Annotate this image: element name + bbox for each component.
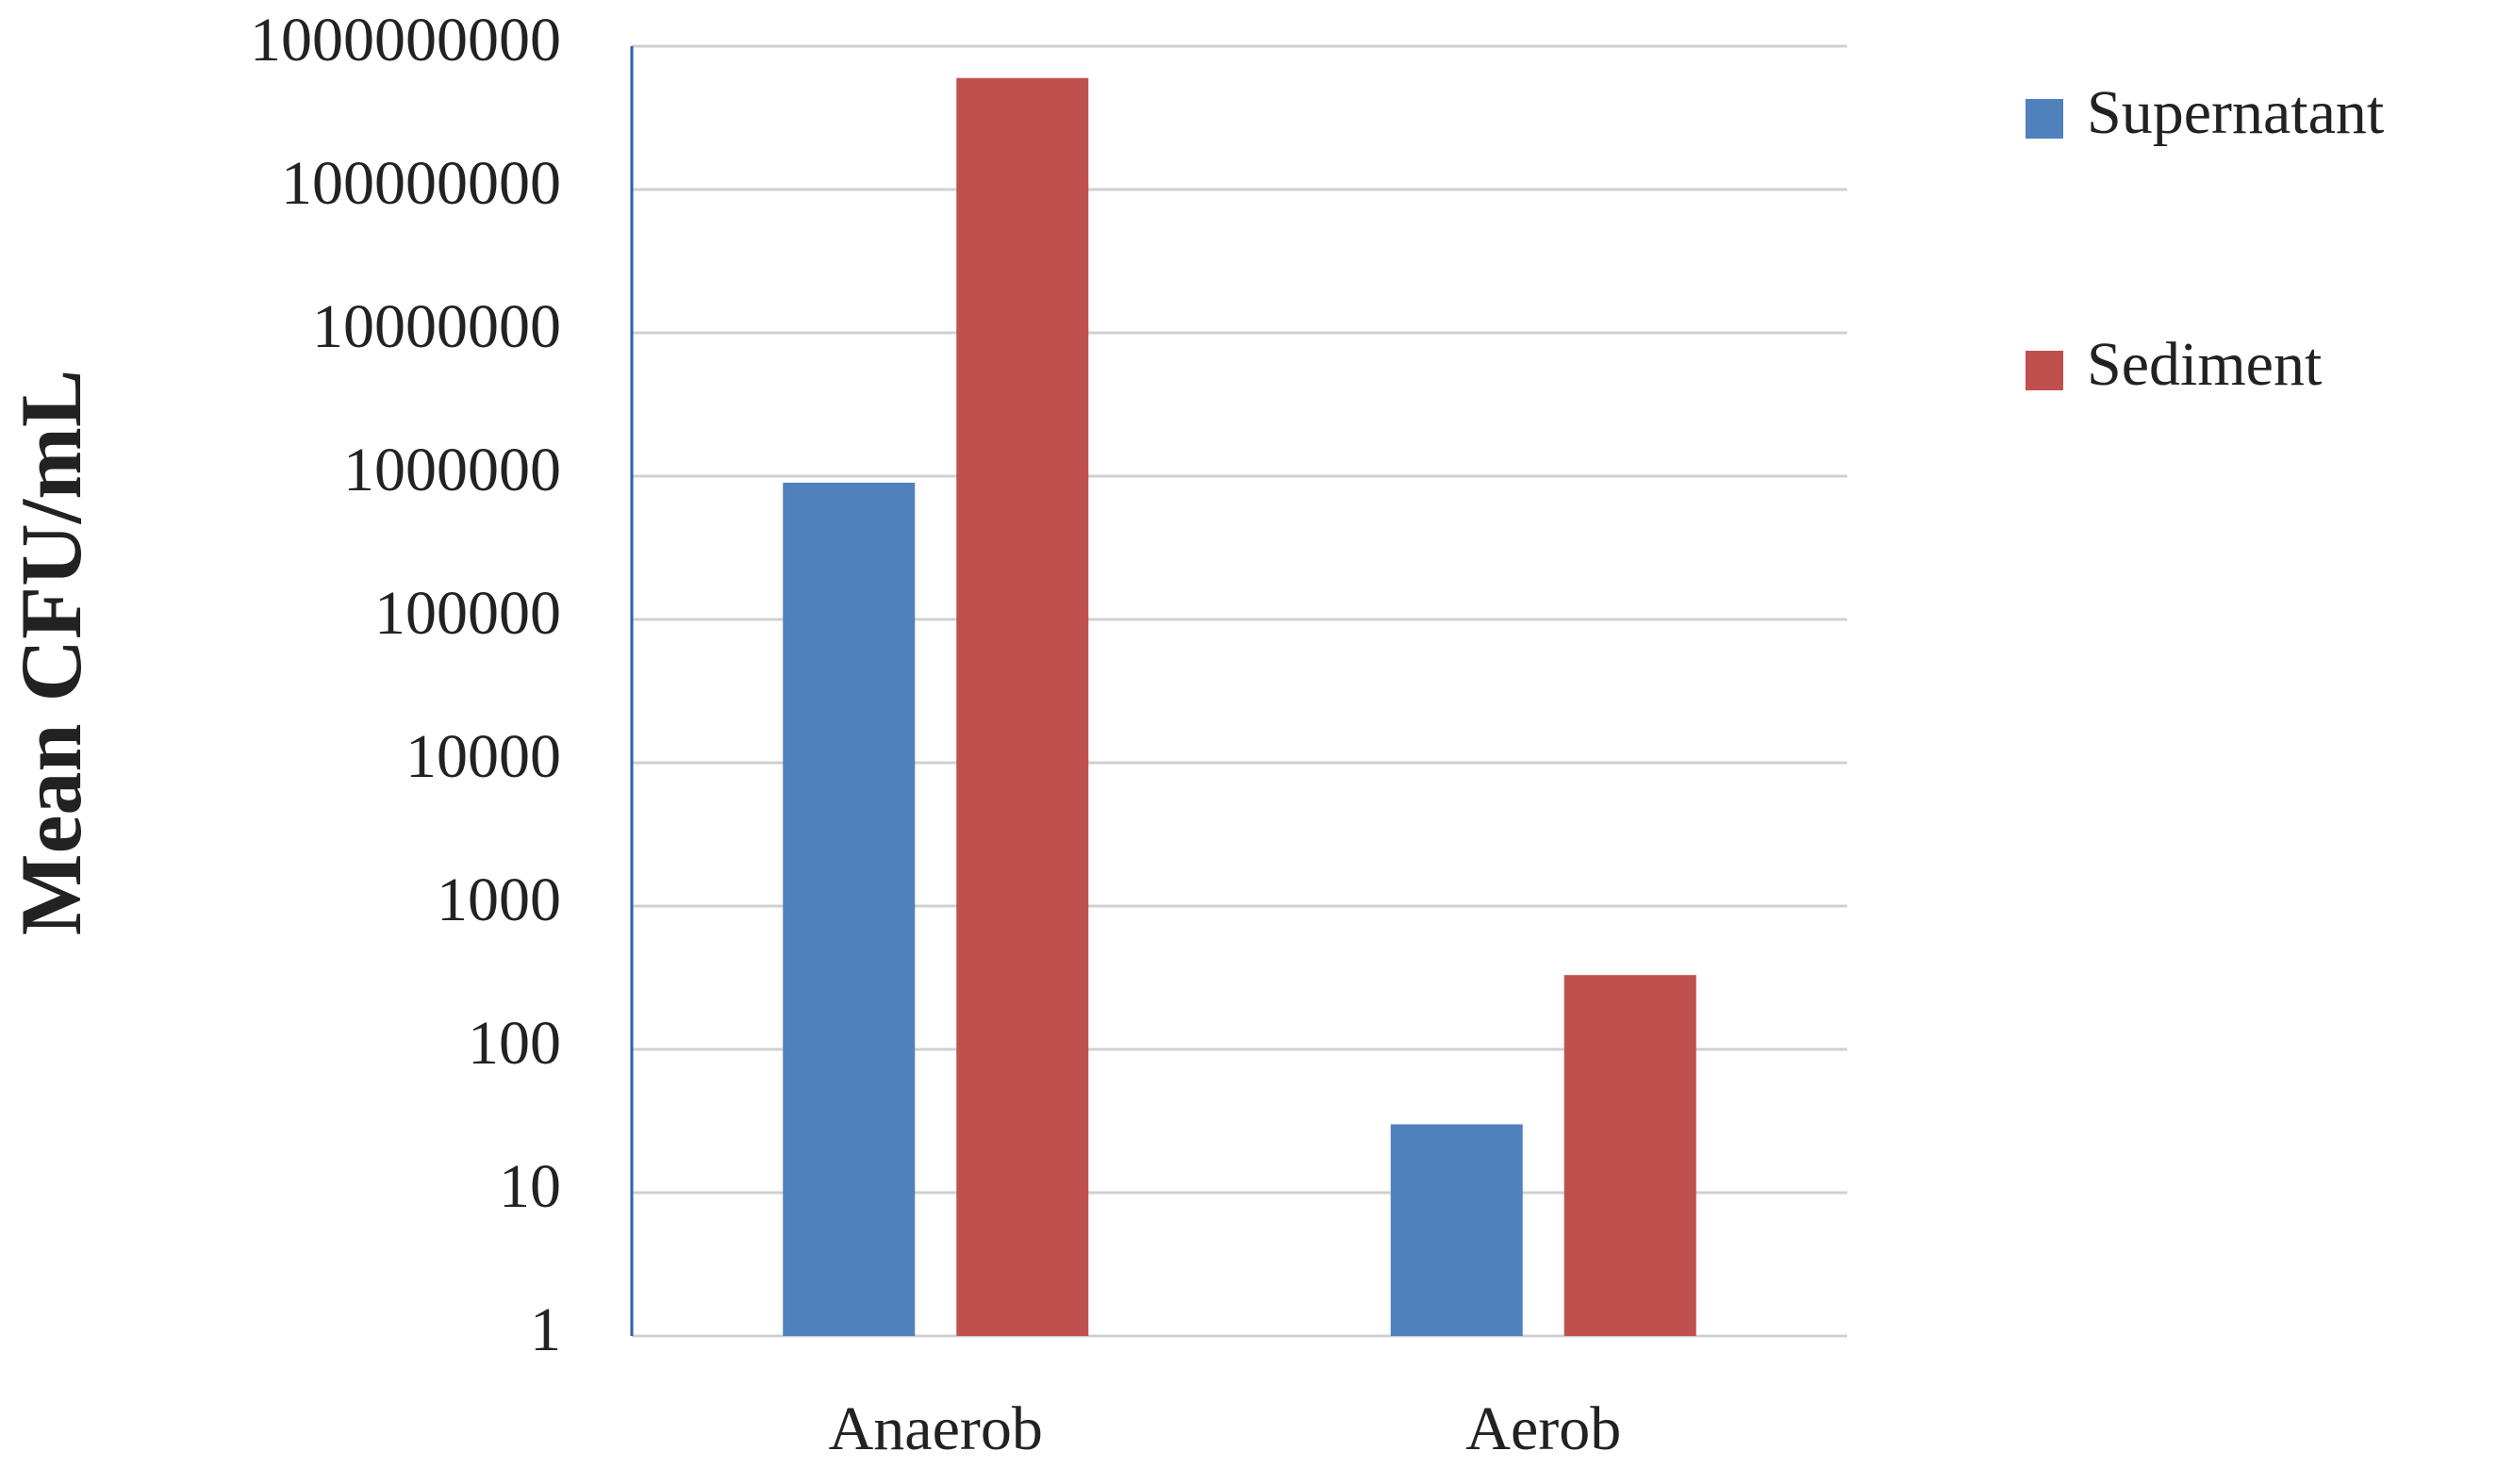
y-tick-label: 1000 [437, 866, 561, 934]
y-tick-label: 10000 [405, 722, 561, 791]
legend-label: Supernatant [2087, 78, 2384, 147]
legend-swatch [2026, 99, 2063, 139]
y-tick-label: 10000000 [312, 292, 561, 361]
y-axis-title: Mean CFU/mL [3, 370, 99, 935]
x-tick-label: Anaerob [829, 1394, 1043, 1463]
bar [956, 77, 1089, 1337]
y-tick-label: 100000000 [281, 149, 561, 218]
y-tick-label: 1000000 [343, 436, 561, 504]
legend-label: Sediment [2087, 330, 2322, 399]
y-tick-label: 1000000000 [250, 6, 561, 74]
bar [783, 482, 916, 1336]
y-tick-label: 10 [499, 1152, 561, 1221]
bar [1390, 1124, 1523, 1336]
x-tick-label: Aerob [1465, 1394, 1621, 1463]
y-tick-label: 1 [530, 1295, 561, 1364]
y-tick-label: 100000 [374, 579, 561, 648]
bar [1563, 975, 1696, 1336]
y-tick-label: 100 [468, 1009, 561, 1078]
legend-swatch [2026, 351, 2063, 390]
